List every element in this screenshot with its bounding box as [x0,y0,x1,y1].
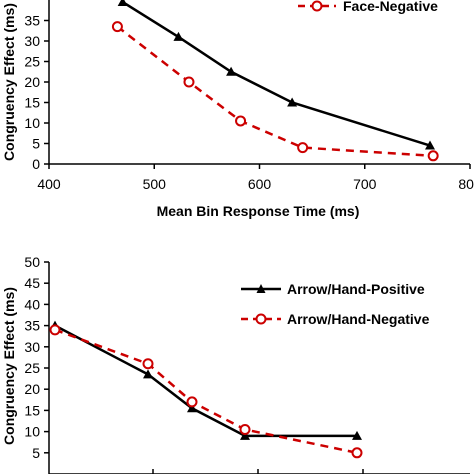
bottom-y-tick-label: 30 [24,339,40,355]
top-x-tick-label: 500 [143,176,167,192]
bottom-series-line-0 [54,324,357,438]
top-series-1-point-1 [183,76,195,88]
bottom-y-axis-title: Congruency Effect (ms) [1,287,17,445]
top-x-axis-title: Mean Bin Response Time (ms) [157,203,360,219]
top-y-tick-label: 10 [24,115,40,131]
top-x-tick-label: 700 [353,176,377,192]
bottom-legend-marker-negative [255,313,267,325]
bottom-series-0-point-4 [352,430,362,440]
top-x-tick-label: 600 [248,176,272,192]
top-series-line-1 [116,25,434,158]
bottom-y-tick-label: 10 [24,424,40,440]
bottom-legend-marker-positive [256,284,266,293]
bottom-y-tick-label: 20 [24,381,40,397]
bottom-chart: Congruency Effect (ms) 5 10 15 20 25 30 35 40 45… [1,254,470,474]
bottom-legend: Arrow/Hand-Positive Arrow/Hand-Negative [241,281,430,327]
bottom-legend-label-positive: Arrow/Hand-Positive [287,281,425,297]
top-x-ticks: 400 500 600 700 800 [37,164,474,192]
bottom-series-1-point-1 [142,358,154,370]
top-legend: Face-Negative [298,0,438,14]
bottom-legend-label-negative: Arrow/Hand-Negative [287,311,430,327]
bottom-series-0-point-2 [187,403,197,413]
bottom-y-ticks: 5 10 15 20 25 30 35 40 45 50 [24,254,49,461]
top-y-ticks: 0 5 10 15 20 25 30 35 [24,13,49,172]
bottom-series-0-point-1 [143,369,153,379]
top-series-1-point-4 [427,150,439,162]
bottom-y-tick-label: 5 [32,445,40,461]
top-y-tick-label: 20 [24,74,40,90]
bottom-series-1-point-4 [351,447,363,459]
bottom-series-1-point-0 [49,324,61,336]
top-series-line-0 [122,0,431,147]
top-legend-marker-negative [311,0,323,12]
bottom-series-1-point-3 [239,423,251,435]
bottom-series [49,320,363,459]
bottom-y-tick-label: 50 [24,254,40,270]
top-series-1-point-0 [111,21,123,33]
bottom-y-tick-label: 45 [24,275,40,291]
top-x-tick-label: 800 [458,176,474,192]
top-legend-label-negative: Face-Negative [343,0,438,14]
top-series-0-point-4 [425,140,436,150]
top-series [111,0,439,162]
bottom-series-1-point-2 [186,396,198,408]
bottom-series-0-point-3 [240,430,250,440]
top-series-0-point-0 [117,0,128,7]
top-y-axis-title: Congruency Effect (ms) [1,3,17,161]
top-y-tick-label: 35 [24,13,40,29]
top-series-0-point-2 [226,66,237,76]
top-series-0-point-3 [287,97,298,107]
bottom-y-tick-label: 25 [24,360,40,376]
bottom-y-tick-label: 35 [24,318,40,334]
top-y-tick-label: 15 [24,95,40,111]
top-series-1-point-3 [297,142,309,154]
bottom-x-ticks [152,469,364,474]
top-y-tick-label: 25 [24,54,40,70]
top-series-0-point-1 [173,31,184,41]
bottom-y-tick-label: 15 [24,402,40,418]
top-y-tick-label: 30 [24,33,40,49]
top-y-tick-label: 5 [32,136,40,152]
top-series-1-point-2 [235,115,247,127]
top-chart: Congruency Effect (ms) Mean Bin Response… [1,0,474,219]
top-x-tick-label: 400 [37,176,61,192]
top-y-tick-label: 0 [32,156,40,172]
bottom-y-tick-label: 40 [24,296,40,312]
